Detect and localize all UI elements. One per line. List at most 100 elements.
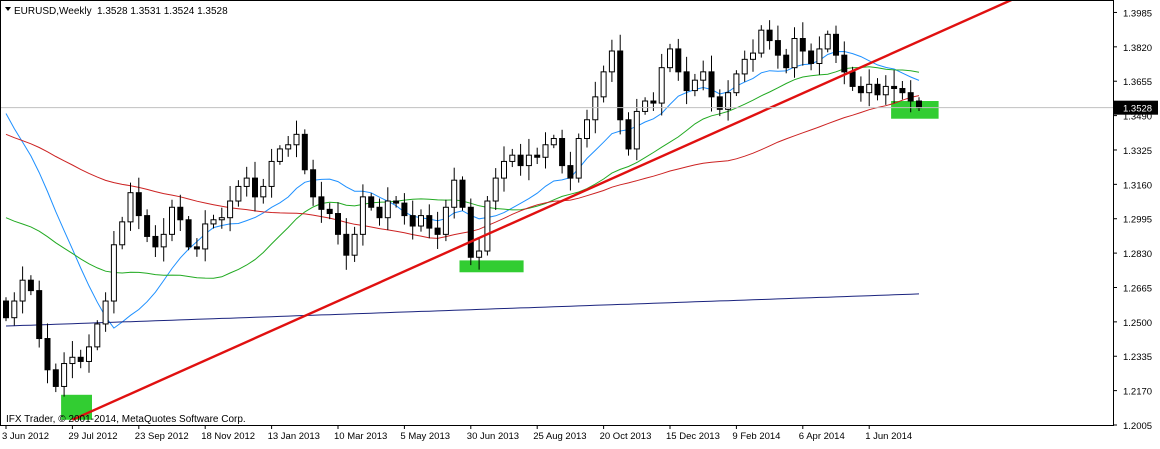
candle-body-bull: [733, 73, 740, 94]
candle-body-bear: [252, 177, 258, 198]
candle-body-bull: [86, 346, 92, 362]
candle-body-bull: [608, 50, 615, 73]
copyright-text: IFX Trader, © 2001-2014, MetaQuotes Soft…: [6, 414, 246, 425]
candle-body-bull: [442, 206, 449, 235]
y-axis-label: 1.2005: [1123, 421, 1152, 432]
candle-body-bear: [907, 92, 914, 102]
candle-body-bear: [27, 279, 34, 292]
candle-body-bear: [774, 40, 781, 56]
candle-body-bear: [874, 83, 881, 96]
candle-body-bull: [359, 196, 366, 235]
y-axis-label: 1.2500: [1123, 318, 1152, 329]
candle-body-bear: [44, 338, 51, 371]
highlight-zone-2: [459, 260, 524, 273]
candle-body-bull: [119, 221, 126, 246]
candle-body-bull: [741, 58, 748, 75]
candle-body-bear: [833, 33, 839, 56]
x-axis-label: 25 Aug 2013: [533, 431, 586, 442]
candle-body-bear: [650, 100, 657, 104]
candle-body-bull: [525, 154, 532, 167]
candle-body-bear: [849, 71, 856, 87]
x-axis-label: 20 Oct 2013: [600, 431, 652, 442]
candle-body-bear: [841, 54, 848, 73]
candle-body-bull: [160, 233, 167, 248]
candle-body-bull: [550, 138, 557, 146]
x-axis-label: 5 May 2013: [400, 431, 450, 442]
plot-frame: [0, 0, 1114, 426]
candle-body-bear: [716, 96, 723, 110]
candle-body-bear: [77, 356, 84, 362]
candle-body-bear: [301, 133, 308, 171]
candle-body-bear: [401, 202, 408, 217]
candle-body-bear: [916, 100, 922, 109]
candle-body-bear: [326, 208, 333, 215]
moving-average-line-3: [5, 95, 920, 239]
candle-body-bull: [691, 79, 698, 92]
candle-body-bear: [135, 192, 142, 217]
candle-body-bear: [52, 369, 59, 387]
candle-body-bull: [69, 356, 76, 365]
candle-body-bull: [102, 300, 109, 325]
candle-body-bull: [276, 148, 283, 162]
candle-body-bull: [658, 67, 665, 104]
candle-body-bear: [517, 154, 524, 167]
candle-body-bull: [243, 177, 250, 187]
candle-body-bear: [799, 38, 806, 52]
candle-body-bull: [509, 154, 516, 162]
candle-body-bull: [750, 52, 756, 60]
candle-body-bull: [584, 119, 590, 140]
x-axis-label: 3 Jun 2012: [2, 431, 49, 442]
candle-body-bear: [675, 48, 682, 73]
candle-body-bull: [285, 144, 292, 150]
candle-body-bear: [152, 235, 159, 248]
candle-body-bear: [376, 206, 383, 219]
candle-body-bear: [534, 154, 541, 158]
candle-body-bear: [409, 215, 416, 227]
y-axis-label: 1.3160: [1123, 180, 1152, 191]
candle-body-bull: [293, 133, 300, 146]
highlight-zone-1: [61, 394, 92, 420]
candle-body-bull: [600, 71, 607, 98]
candle-body-bull: [61, 363, 68, 387]
trendline: [71, 0, 1015, 421]
candle-body-bear: [343, 233, 350, 256]
symbol-label: EURUSD,Weekly: [14, 6, 92, 17]
moving-average-line-1: [5, 50, 920, 329]
x-axis-label: 9 Feb 2014: [732, 431, 780, 442]
y-axis-label: 1.3655: [1123, 77, 1152, 88]
y-axis-label: 1.3985: [1123, 8, 1152, 19]
triangle-down-icon[interactable]: [5, 7, 11, 11]
candle-body-bull: [227, 200, 234, 219]
x-axis-label: 29 Jul 2012: [68, 431, 117, 442]
y-axis-label: 1.2995: [1123, 215, 1152, 226]
candle-body-bull: [882, 85, 889, 96]
candle-body-bull: [169, 206, 175, 235]
candle-body-bull: [501, 160, 507, 179]
candle-body-bear: [318, 196, 325, 210]
candle-body-bear: [708, 71, 715, 98]
candle-body-bull: [866, 83, 873, 94]
candle-body-bull: [218, 217, 225, 221]
candle-body-bear: [177, 206, 184, 221]
x-axis-label: 13 Jan 2013: [268, 431, 320, 442]
candle-body-bull: [418, 215, 424, 227]
candle-body-bear: [144, 215, 151, 237]
candle-body-bull: [110, 244, 117, 302]
candle-body-bear: [559, 138, 566, 167]
candle-body-bear: [185, 219, 192, 248]
current-price-tag: [1114, 100, 1158, 115]
x-axis-label: 23 Sep 2012: [135, 431, 189, 442]
candle-body-bull: [816, 48, 823, 65]
candle-body-bear: [617, 50, 624, 121]
candle-body-bear: [891, 85, 898, 90]
candle-body-bear: [335, 213, 341, 235]
moving-average-line-4: [5, 293, 920, 327]
candle-body-bear: [567, 165, 574, 179]
candle-body-bull: [94, 323, 101, 348]
candle-body-bull: [700, 71, 707, 81]
candle-body-bear: [459, 179, 466, 208]
candle-body-bull: [592, 96, 599, 121]
